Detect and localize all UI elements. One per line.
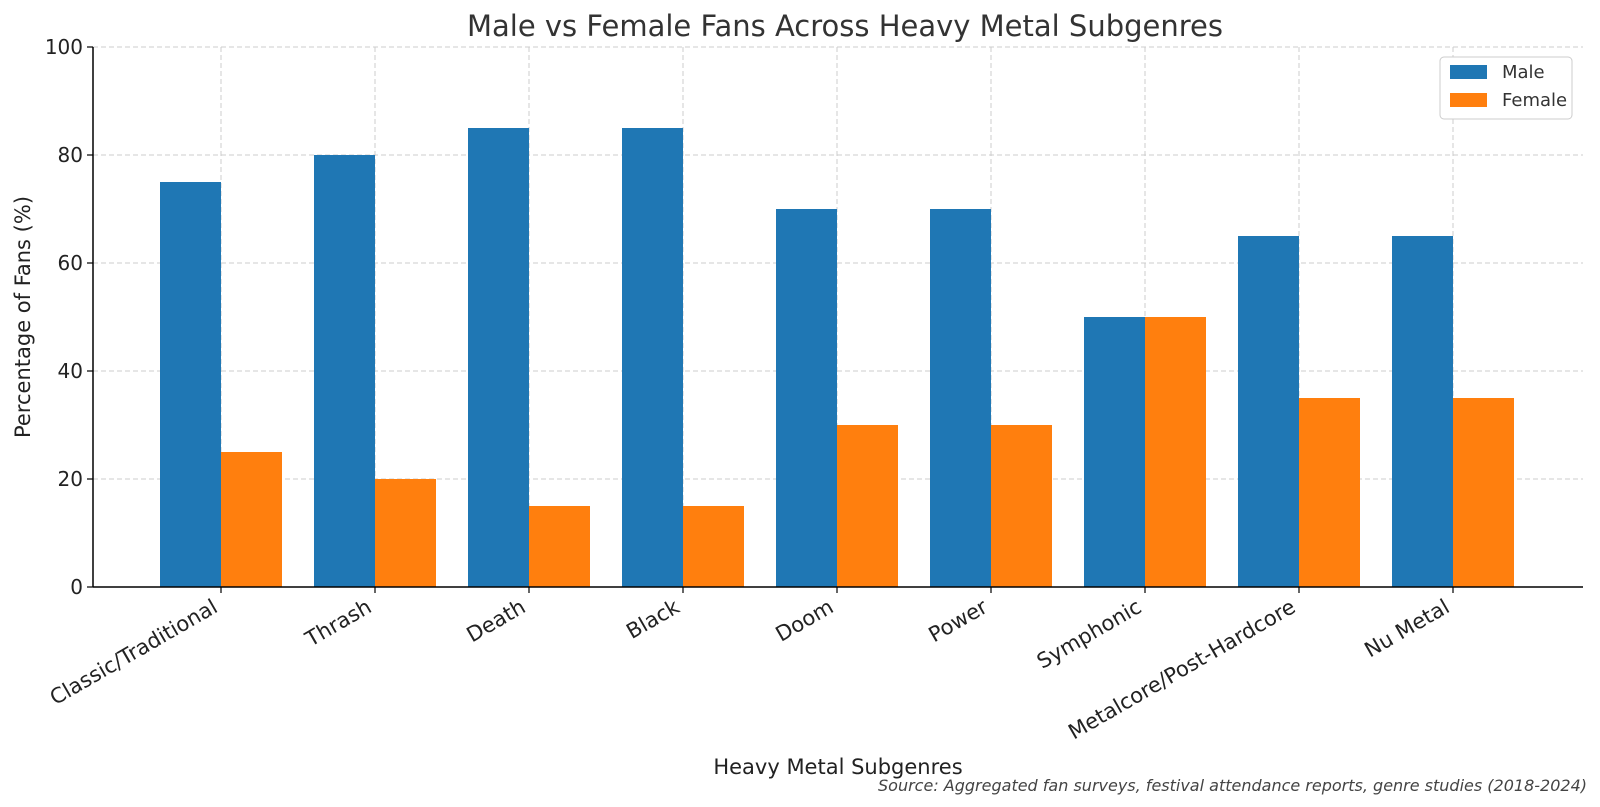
bar-female [529,506,590,587]
bar-male [314,155,375,587]
bar-female [837,425,898,587]
x-tick-label: Nu Metal [1360,595,1453,663]
x-tick-label: Thrash [300,595,375,652]
x-tick-label: Black [622,594,684,644]
y-tick-label: 20 [58,467,83,491]
bar-female [221,452,282,587]
y-ticks: 0 20 40 60 80 100 [45,35,93,599]
bar-male [622,128,683,587]
source-note: Source: Aggregated fan surveys, festival… [878,776,1587,795]
bar-female [683,506,744,587]
y-axis-title: Percentage of Fans (%) [11,196,35,438]
y-tick-label: 80 [58,143,83,167]
y-tick-label: 0 [70,575,83,599]
y-tick-label: 100 [45,35,83,59]
bar-female [1145,317,1206,587]
y-tick-label: 40 [58,359,83,383]
x-tick-label: Classic/Traditional [46,595,222,710]
x-tick-label: Power [925,594,992,647]
axes [92,47,1583,588]
legend: Male Female [1439,56,1573,120]
x-tick-label: Symphonic [1033,595,1146,674]
bar-male [1392,236,1453,587]
x-axis-title: Heavy Metal Subgenres [713,755,962,779]
bar-male [160,182,221,587]
bar-female [375,479,436,587]
bar-female [1453,398,1514,587]
bars [160,128,1514,587]
legend-label-female: Female [1502,90,1567,111]
x-ticks: Classic/Traditional Thrash Death Black Doom P… [46,587,1454,744]
legend-label-male: Male [1502,62,1545,83]
bar-male [776,209,837,587]
chart-title: Male vs Female Fans Across Heavy Metal S… [467,9,1223,43]
bar-male [1084,317,1145,587]
bar-female [1299,398,1360,587]
y-tick-label: 60 [58,251,83,275]
legend-swatch-female [1450,93,1487,107]
x-tick-label: Doom [772,595,838,647]
legend-swatch-male [1450,65,1487,79]
bar-female [991,425,1052,587]
bar-male [1238,236,1299,587]
bar-male [468,128,529,587]
bar-male [930,209,991,587]
x-tick-label: Death [462,595,529,648]
